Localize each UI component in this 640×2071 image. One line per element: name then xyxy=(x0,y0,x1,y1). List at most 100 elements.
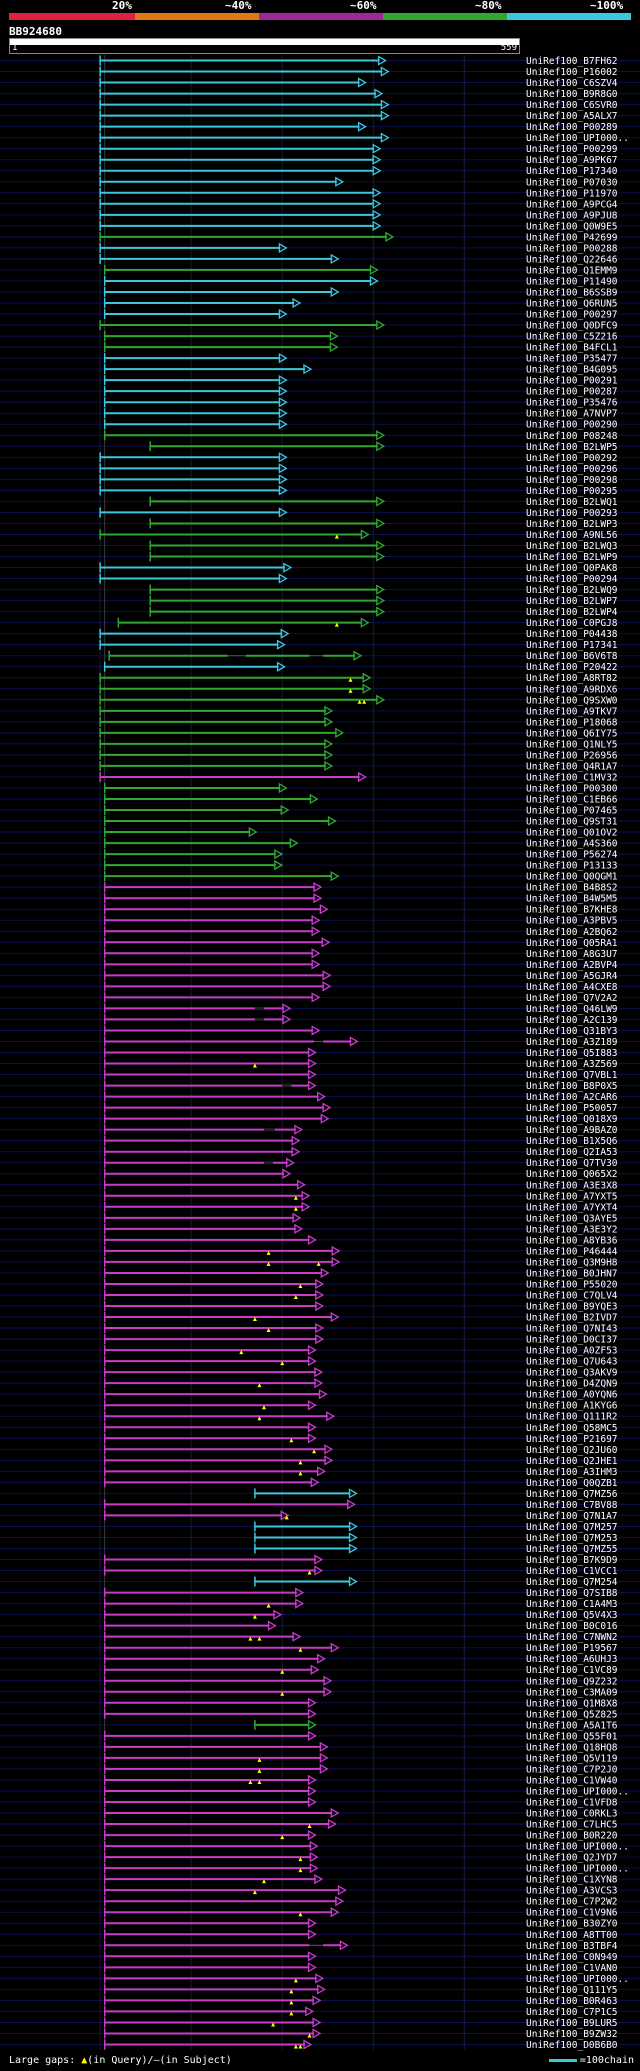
hit-label[interactable]: UniRef100_P00289 xyxy=(526,122,618,133)
hit-label[interactable]: UniRef100_C1V9N6 xyxy=(526,1908,618,1919)
hit-label[interactable]: UniRef100_A9RDX6 xyxy=(526,684,618,695)
hit-label[interactable]: UniRef100_B9LUR5 xyxy=(526,2018,618,2029)
hit-label[interactable]: UniRef100_Q46LW9 xyxy=(526,1004,618,1015)
hit-label[interactable]: UniRef100_UPI000.. xyxy=(526,133,629,144)
hit-label[interactable]: UniRef100_P00292 xyxy=(526,453,618,464)
hit-label[interactable]: UniRef100_Q22646 xyxy=(526,254,618,265)
hit-label[interactable]: UniRef100_C0N949 xyxy=(526,1952,618,1963)
hit-label[interactable]: UniRef100_P08248 xyxy=(526,431,618,442)
hit-label[interactable]: UniRef100_B0R463 xyxy=(526,1996,618,2007)
hit-label[interactable]: UniRef100_P21697 xyxy=(526,1434,618,1445)
hit-label[interactable]: UniRef100_B7KHE8 xyxy=(526,905,618,916)
hit-label[interactable]: UniRef100_A2BQ62 xyxy=(526,927,618,938)
hit-label[interactable]: UniRef100_P35476 xyxy=(526,398,618,409)
hit-label[interactable]: UniRef100_A0YQN6 xyxy=(526,1390,618,1401)
hit-label[interactable]: UniRef100_P04438 xyxy=(526,629,618,640)
hit-label[interactable]: UniRef100_Q7MZ55 xyxy=(526,1544,618,1555)
hit-label[interactable]: UniRef100_P07465 xyxy=(526,806,618,817)
hit-label[interactable]: UniRef100_P00300 xyxy=(526,783,618,794)
hit-label[interactable]: UniRef100_Q7V2A2 xyxy=(526,993,618,1004)
hit-label[interactable]: UniRef100_Q0DFC9 xyxy=(526,321,618,332)
hit-label[interactable]: UniRef100_Q7N1A7 xyxy=(526,1511,618,1522)
hit-label[interactable]: UniRef100_P42699 xyxy=(526,232,618,243)
hit-label[interactable]: UniRef100_C5Z216 xyxy=(526,332,618,343)
hit-label[interactable]: UniRef100_UPI000.. xyxy=(526,1974,629,1985)
hit-label[interactable]: UniRef100_P19567 xyxy=(526,1643,618,1654)
hit-label[interactable]: UniRef100_P00290 xyxy=(526,420,618,431)
hit-label[interactable]: UniRef100_C7P2W2 xyxy=(526,1897,618,1908)
hit-label[interactable]: UniRef100_P00296 xyxy=(526,464,618,475)
hit-label[interactable]: UniRef100_Q3M9H8 xyxy=(526,1257,618,1268)
hit-label[interactable]: UniRef100_A0ZF53 xyxy=(526,1346,618,1357)
hit-label[interactable]: UniRef100_B1X5Q6 xyxy=(526,1136,618,1147)
hit-label[interactable]: UniRef100_P13133 xyxy=(526,861,618,872)
hit-label[interactable]: UniRef100_P20422 xyxy=(526,662,618,673)
hit-label[interactable]: UniRef100_A9TKV7 xyxy=(526,706,618,717)
hit-label[interactable]: UniRef100_P00293 xyxy=(526,508,618,519)
hit-label[interactable]: UniRef100_Q2JU60 xyxy=(526,1445,618,1456)
hit-label[interactable]: UniRef100_P00287 xyxy=(526,387,618,398)
hit-label[interactable]: UniRef100_P07030 xyxy=(526,177,618,188)
hit-label[interactable]: UniRef100_B3TBF4 xyxy=(526,1941,618,1952)
hit-label[interactable]: UniRef100_A8RT82 xyxy=(526,673,618,684)
hit-label[interactable]: UniRef100_C6SZV4 xyxy=(526,78,618,89)
hit-label[interactable]: UniRef100_A1KYG6 xyxy=(526,1401,618,1412)
hit-label[interactable]: UniRef100_Q7M254 xyxy=(526,1577,618,1588)
hit-label[interactable]: UniRef100_Q0QGM1 xyxy=(526,872,618,883)
hit-label[interactable]: UniRef100_B4FCL1 xyxy=(526,343,618,354)
hit-label[interactable]: UniRef100_Q7SIB8 xyxy=(526,1588,618,1599)
hit-label[interactable]: UniRef100_Q3AYE5 xyxy=(526,1213,618,1224)
hit-label[interactable]: UniRef100_B7FH62 xyxy=(526,56,618,67)
hit-label[interactable]: UniRef100_B2LWP9 xyxy=(526,552,618,563)
hit-label[interactable]: UniRef100_Q05RA1 xyxy=(526,938,618,949)
hit-label[interactable]: UniRef100_Q111Y5 xyxy=(526,1985,618,1996)
hit-label[interactable]: UniRef100_Q5Z825 xyxy=(526,1709,618,1720)
hit-label[interactable]: UniRef100_Q111R2 xyxy=(526,1412,618,1423)
hit-label[interactable]: UniRef100_B4G095 xyxy=(526,365,618,376)
hit-label[interactable]: UniRef100_C7QLV4 xyxy=(526,1290,618,1301)
hit-label[interactable]: UniRef100_Q55F01 xyxy=(526,1731,618,1742)
hit-label[interactable]: UniRef100_Q7M257 xyxy=(526,1522,618,1533)
hit-label[interactable]: UniRef100_B0C016 xyxy=(526,1621,618,1632)
hit-label[interactable]: UniRef100_A7NVP7 xyxy=(526,409,618,420)
hit-label[interactable]: UniRef100_A3E3X8 xyxy=(526,1180,618,1191)
hit-label[interactable]: UniRef100_Q4R1A7 xyxy=(526,761,618,772)
hit-label[interactable]: UniRef100_A9PCG4 xyxy=(526,199,618,210)
hit-label[interactable]: UniRef100_A9PJU8 xyxy=(526,210,618,221)
hit-label[interactable]: UniRef100_Q7M253 xyxy=(526,1533,618,1544)
hit-label[interactable]: UniRef100_P46444 xyxy=(526,1246,618,1257)
hit-label[interactable]: UniRef100_A7YXT4 xyxy=(526,1202,618,1213)
hit-label[interactable]: UniRef100_Q1NLY5 xyxy=(526,739,618,750)
hit-label[interactable]: UniRef100_Q7MZ56 xyxy=(526,1489,618,1500)
hit-label[interactable]: UniRef100_C7P2J0 xyxy=(526,1764,618,1775)
hit-label[interactable]: UniRef100_Q2JHE1 xyxy=(526,1456,618,1467)
hit-label[interactable]: UniRef100_P17340 xyxy=(526,166,618,177)
hit-label[interactable]: UniRef100_Q18HQ8 xyxy=(526,1742,618,1753)
hit-label[interactable]: UniRef100_Q7TV30 xyxy=(526,1158,618,1169)
hit-label[interactable]: UniRef100_A8G3U7 xyxy=(526,949,618,960)
hit-label[interactable]: UniRef100_A5ALX7 xyxy=(526,111,618,122)
hit-label[interactable]: UniRef100_C1MV32 xyxy=(526,772,618,783)
hit-label[interactable]: UniRef100_C0PGJ8 xyxy=(526,618,618,629)
hit-label[interactable]: UniRef100_Q7NI43 xyxy=(526,1324,618,1335)
hit-label[interactable]: UniRef100_D0B6B0 xyxy=(526,2040,618,2051)
hit-label[interactable]: UniRef100_B0R220 xyxy=(526,1831,618,1842)
hit-label[interactable]: UniRef100_B9YQE3 xyxy=(526,1302,618,1313)
hit-label[interactable]: UniRef100_C1VAN0 xyxy=(526,1963,618,1974)
hit-label[interactable]: UniRef100_B4W5M5 xyxy=(526,894,618,905)
hit-label[interactable]: UniRef100_D0CI37 xyxy=(526,1335,618,1346)
hit-label[interactable]: UniRef100_C7LHC5 xyxy=(526,1820,618,1831)
hit-label[interactable]: UniRef100_B2LWP5 xyxy=(526,442,618,453)
hit-label[interactable]: UniRef100_P00291 xyxy=(526,376,618,387)
hit-label[interactable]: UniRef100_A2CAR6 xyxy=(526,1092,618,1103)
hit-label[interactable]: UniRef100_A9NL56 xyxy=(526,530,618,541)
hit-label[interactable]: UniRef100_Q1EMM9 xyxy=(526,265,618,276)
hit-label[interactable]: UniRef100_Q6IY75 xyxy=(526,728,618,739)
hit-label[interactable]: UniRef100_P17341 xyxy=(526,640,618,651)
hit-label[interactable]: UniRef100_B8P0X5 xyxy=(526,1081,618,1092)
hit-label[interactable]: UniRef100_UPI000.. xyxy=(526,1864,629,1875)
hit-label[interactable]: UniRef100_A3Z569 xyxy=(526,1059,618,1070)
hit-label[interactable]: UniRef100_A3Z189 xyxy=(526,1037,618,1048)
hit-label[interactable]: UniRef100_P00294 xyxy=(526,574,618,585)
hit-label[interactable]: UniRef100_Q0W9E5 xyxy=(526,221,618,232)
